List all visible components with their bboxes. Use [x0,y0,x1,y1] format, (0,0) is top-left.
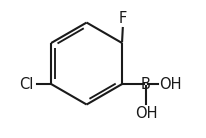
Text: F: F [119,11,127,26]
Text: Cl: Cl [19,77,33,91]
Text: B: B [141,77,151,91]
Text: OH: OH [135,106,157,121]
Text: OH: OH [159,77,182,91]
